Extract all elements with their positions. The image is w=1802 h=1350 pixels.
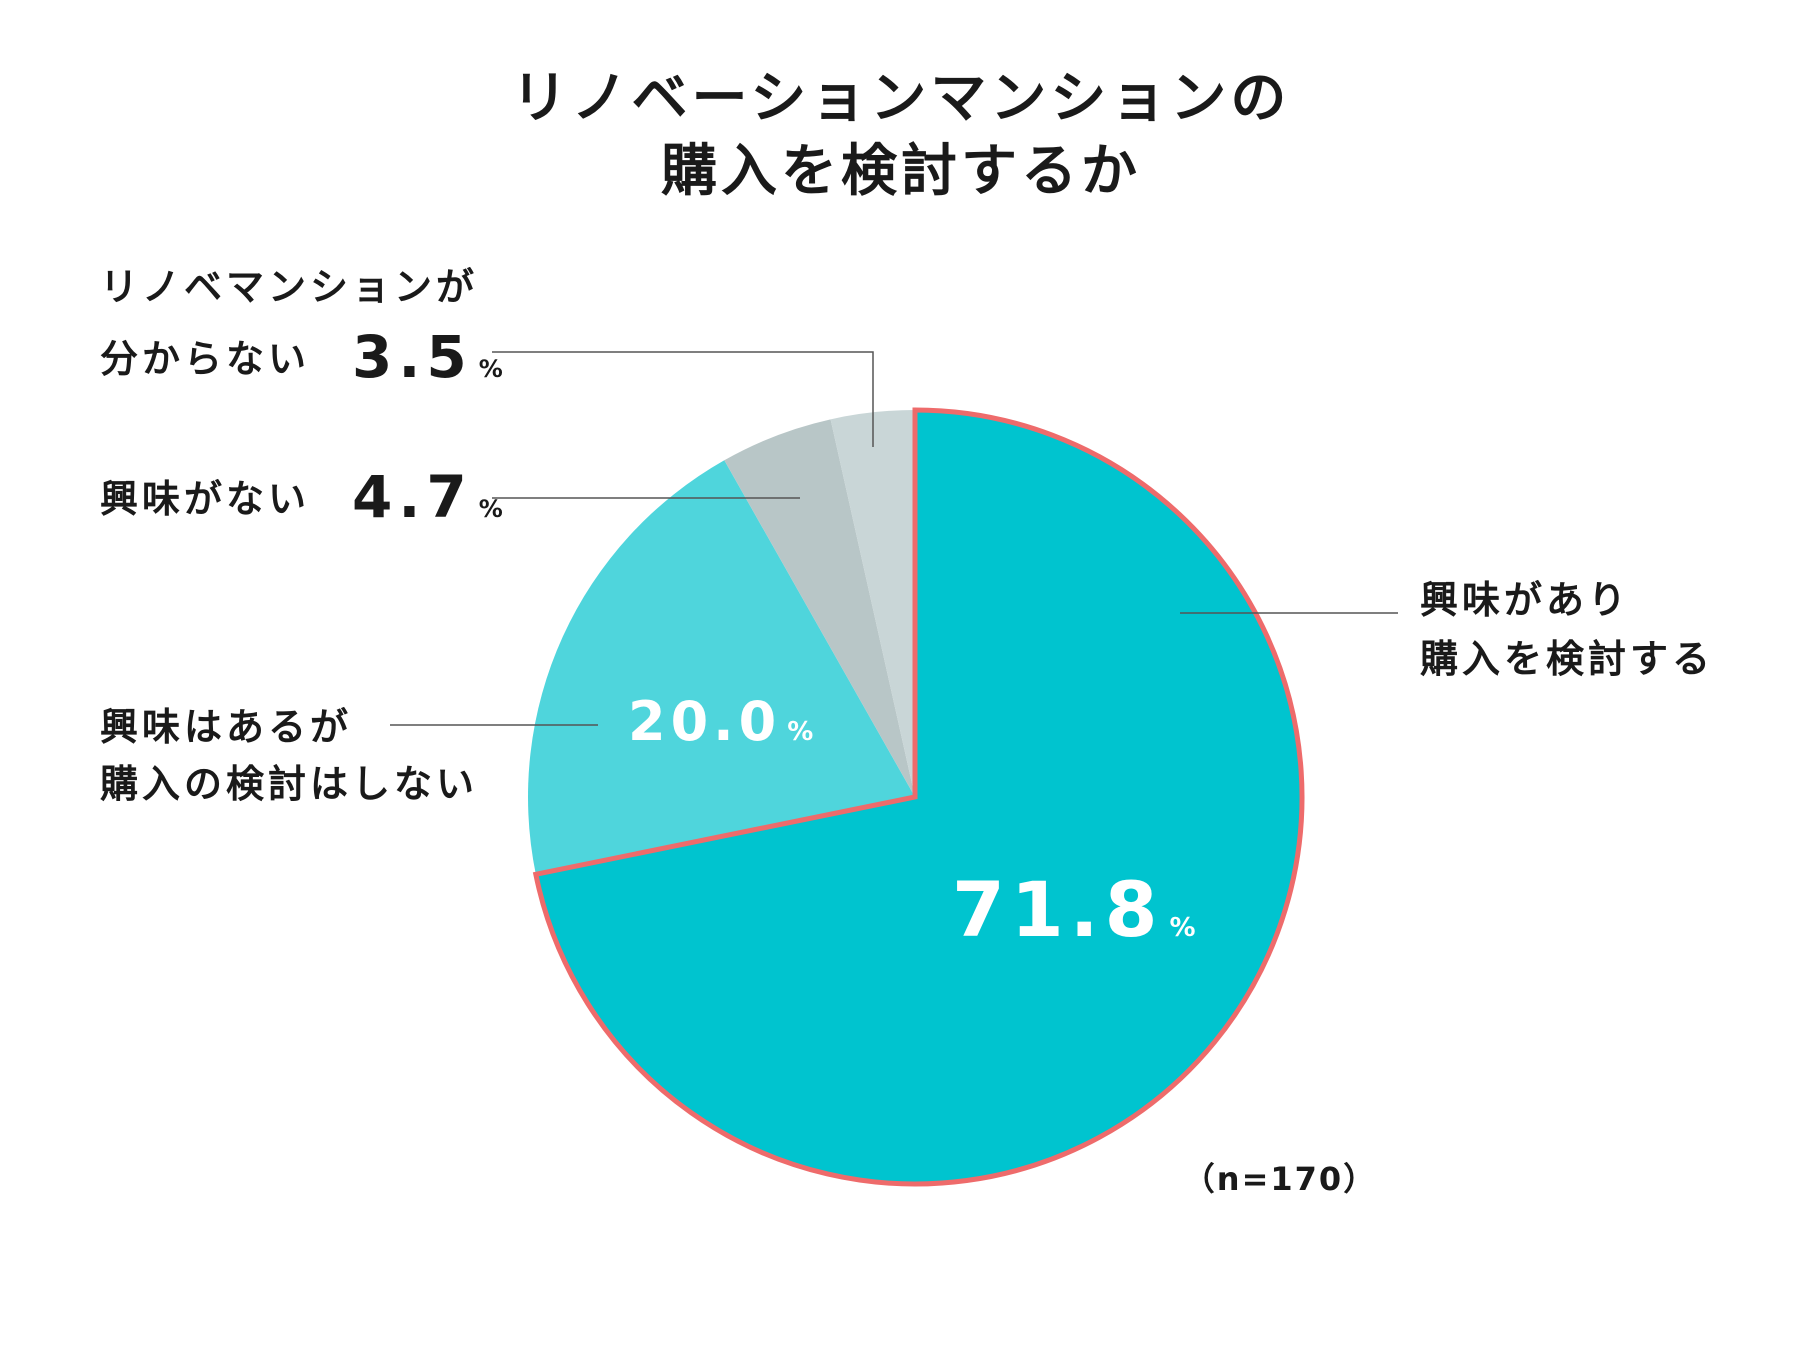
slice-2-value-label: 20.0% [628,690,813,753]
slice-3-category-label-line-1: 興味がない [100,477,310,521]
pie-slice-4 [830,410,915,797]
slice-2-category-label-line-1: 興味はあるが [100,705,352,749]
leader-lines [390,351,1398,726]
pie-slice-2 [528,460,915,875]
pie-slices [528,407,1305,1187]
slice-3-value-label: 4.7% [352,463,503,531]
slice-4-leader-line [492,351,874,447]
chart-title-line-1: リノベーションマンションの [512,66,1291,131]
slice-4-value-label: 3.5% [352,323,503,391]
slice-1-category-label-line-1: 興味があり [1420,578,1630,622]
chart-title-line-2: 購入を検討するか [661,139,1141,204]
pie-slice-1 [535,410,1303,1184]
slice-1-category-label-line-2: 購入を検討する [1420,637,1714,681]
slice-4-category-label-line-1: リノベマンションが [100,265,478,309]
slice-4-category-label-line-2: 分からない [100,337,310,381]
slice-2-category-label-line-2: 購入の検討はしない [100,762,478,806]
chart-title: リノベーションマンションの 購入を検討するか [512,66,1291,204]
sample-size-note: （n=170） [1183,1160,1377,1198]
highlight-slice-outline [532,407,1305,1187]
slice-1-value-label: 71.8% [952,865,1196,954]
pie-slice-3 [724,419,915,797]
